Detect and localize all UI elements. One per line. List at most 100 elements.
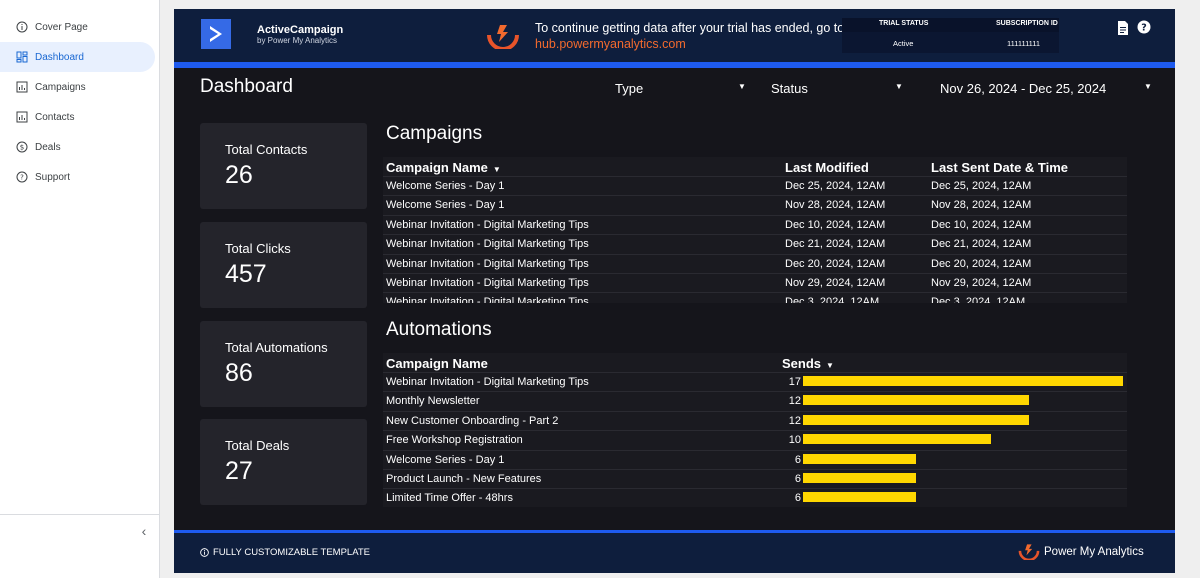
campaigns-table-header: Campaign Name ▼ Last Modified Last Sent D…	[383, 157, 1127, 176]
last-sent-cell: Dec 10, 2024, 12AM	[931, 218, 1032, 231]
subscription-id-header: SUBSCRIPTION ID	[996, 20, 1058, 27]
table-row[interactable]: Webinar Invitation - Digital Marketing T…	[383, 214, 1127, 234]
report-header: ActiveCampaign by Power My Analytics To …	[174, 9, 1175, 62]
sidebar-item-label: Deals	[35, 141, 61, 153]
sends-bar	[803, 434, 992, 445]
table-row[interactable]: Webinar Invitation - Digital Marketing T…	[383, 273, 1127, 292]
last-modified-cell: Dec 21, 2024, 12AM	[785, 238, 886, 251]
sends-column-header[interactable]: Sends ▼	[782, 356, 834, 371]
kpi-value: 26	[225, 161, 253, 189]
kpi-label: Total Clicks	[225, 241, 291, 256]
campaign-name-column-header[interactable]: Campaign Name ▼	[386, 160, 501, 175]
sidebar-item-label: Contacts	[35, 111, 75, 123]
info-icon	[200, 548, 209, 557]
last-sent-cell: Dec 20, 2024, 12AM	[931, 257, 1032, 270]
collapse-sidebar-button[interactable]: ‹	[141, 523, 147, 539]
sends-bar	[803, 473, 916, 483]
table-row[interactable]: Webinar Invitation - Digital Marketing T…	[383, 234, 1127, 253]
status-filter[interactable]: Status	[771, 81, 808, 96]
footer-note: FULLY CUSTOMIZABLE TEMPLATE	[200, 547, 370, 558]
subscription-id-value: 111111111	[1007, 39, 1041, 48]
sidebar-item-support[interactable]: ? Support	[0, 162, 159, 192]
sidebar-item-label: Campaigns	[35, 81, 86, 93]
campaign-name-cell: Limited Time Offer - 48hrs	[386, 492, 513, 505]
kpi-card-total-deals: Total Deals 27	[200, 419, 367, 505]
activecampaign-logo	[201, 19, 231, 49]
last-sent-cell: Dec 21, 2024, 12AM	[931, 238, 1032, 251]
campaigns-section-title: Campaigns	[386, 123, 483, 144]
campaign-name-cell: Welcome Series - Day 1	[386, 199, 505, 212]
table-row[interactable]: Webinar Invitation - Digital Marketing T…	[383, 372, 1127, 391]
sends-value: 12	[788, 395, 801, 408]
sidebar-item-dashboard[interactable]: Dashboard	[0, 42, 155, 72]
campaigns-table: Campaign Name ▼ Last Modified Last Sent D…	[383, 157, 1127, 303]
automations-section-title: Automations	[386, 319, 492, 340]
sidebar-item-label: Cover Page	[35, 21, 88, 33]
sidebar-item-label: Support	[35, 171, 71, 183]
sidebar-item-campaigns[interactable]: Campaigns	[0, 72, 159, 102]
sends-value: 12	[788, 414, 801, 427]
chart-icon	[16, 111, 28, 123]
info-icon	[16, 21, 28, 33]
trial-status-header: TRIAL STATUS	[879, 20, 929, 27]
power-my-analytics-logo-icon	[1018, 544, 1040, 560]
sends-value: 6	[794, 473, 801, 485]
sort-desc-icon: ▼	[492, 165, 501, 174]
campaign-name-cell: Webinar Invitation - Digital Marketing T…	[386, 277, 589, 289]
chevron-right-icon	[210, 26, 222, 42]
table-row[interactable]: Webinar Invitation - Digital Marketing T…	[383, 292, 1127, 303]
document-icon[interactable]	[1116, 20, 1130, 36]
brand-name: ActiveCampaign	[257, 24, 344, 36]
sends-value: 10	[788, 434, 801, 447]
footer-brand: Power My Analytics	[1018, 543, 1144, 560]
header-accent-strip	[174, 62, 1175, 68]
campaign-name-cell: Webinar Invitation - Digital Marketing T…	[386, 238, 589, 251]
chart-icon	[16, 81, 28, 93]
svg-text:?: ?	[20, 174, 24, 182]
sends-bar	[803, 414, 1029, 425]
sends-value: 6	[794, 453, 801, 466]
table-row[interactable]: Limited Time Offer - 48hrs 6	[383, 488, 1127, 507]
status-dropdown-caret-icon[interactable]: ▼	[895, 82, 903, 91]
last-sent-column-header[interactable]: Last Sent Date & Time	[931, 160, 1069, 175]
help-icon[interactable]: ?	[1137, 20, 1151, 34]
campaign-name-cell: Free Workshop Registration	[386, 434, 523, 447]
column-label: Campaign Name	[386, 160, 488, 175]
kpi-label: Total Deals	[225, 438, 290, 453]
table-row[interactable]: Monthly Newsletter 12	[383, 391, 1127, 410]
campaign-name-column-header[interactable]: Campaign Name	[386, 356, 488, 371]
type-dropdown-caret-icon[interactable]: ▼	[738, 82, 746, 91]
sidebar-item-deals[interactable]: $ Deals	[0, 132, 159, 162]
table-row[interactable]: Webinar Invitation - Digital Marketing T…	[383, 253, 1127, 273]
page-title: Dashboard	[200, 76, 293, 97]
last-sent-cell: Dec 3, 2024, 12AM	[931, 296, 1026, 303]
table-row[interactable]: Welcome Series - Day 1 6	[383, 449, 1127, 469]
kpi-label: Total Contacts	[225, 142, 308, 157]
table-row[interactable]: Product Launch - New Features 6	[383, 469, 1127, 488]
help-icon: ?	[16, 171, 28, 183]
sends-value: 6	[794, 492, 801, 505]
last-sent-cell: Nov 28, 2024, 12AM	[931, 199, 1032, 212]
footer-brand-name: Power My Analytics	[1044, 545, 1144, 558]
date-range-picker[interactable]: Nov 26, 2024 - Dec 25, 2024	[940, 81, 1107, 96]
trial-link[interactable]: hub.powermyanalytics.com	[535, 37, 686, 51]
type-filter[interactable]: Type	[615, 81, 644, 96]
table-row[interactable]: Welcome Series - Day 1 Dec 25, 2024, 12AM…	[383, 176, 1127, 195]
sort-desc-icon: ▼	[826, 361, 834, 370]
last-sent-cell: Dec 25, 2024, 12AM	[931, 180, 1032, 192]
sends-value: 17	[788, 376, 801, 388]
sidebar-item-cover-page[interactable]: Cover Page	[0, 12, 159, 42]
sidebar: Cover Page Dashboard Campaigns Contacts …	[0, 0, 160, 578]
table-row[interactable]: Free Workshop Registration 10	[383, 430, 1127, 449]
table-row[interactable]: New Customer Onboarding - Part 2 12	[383, 410, 1127, 430]
kpi-card-total-contacts: Total Contacts 26	[200, 123, 367, 209]
trial-table-header	[842, 18, 1059, 32]
campaign-name-cell: Webinar Invitation - Digital Marketing T…	[386, 296, 589, 303]
sidebar-item-contacts[interactable]: Contacts	[0, 102, 159, 132]
table-row[interactable]: Welcome Series - Day 1 Nov 28, 2024, 12AM…	[383, 195, 1127, 214]
kpi-card-total-automations: Total Automations 86	[200, 321, 367, 407]
last-modified-cell: Nov 29, 2024, 12AM	[785, 277, 886, 289]
date-range-caret-icon[interactable]: ▼	[1144, 82, 1152, 91]
last-modified-column-header[interactable]: Last Modified	[785, 160, 869, 175]
campaign-name-cell: Welcome Series - Day 1	[386, 453, 505, 466]
